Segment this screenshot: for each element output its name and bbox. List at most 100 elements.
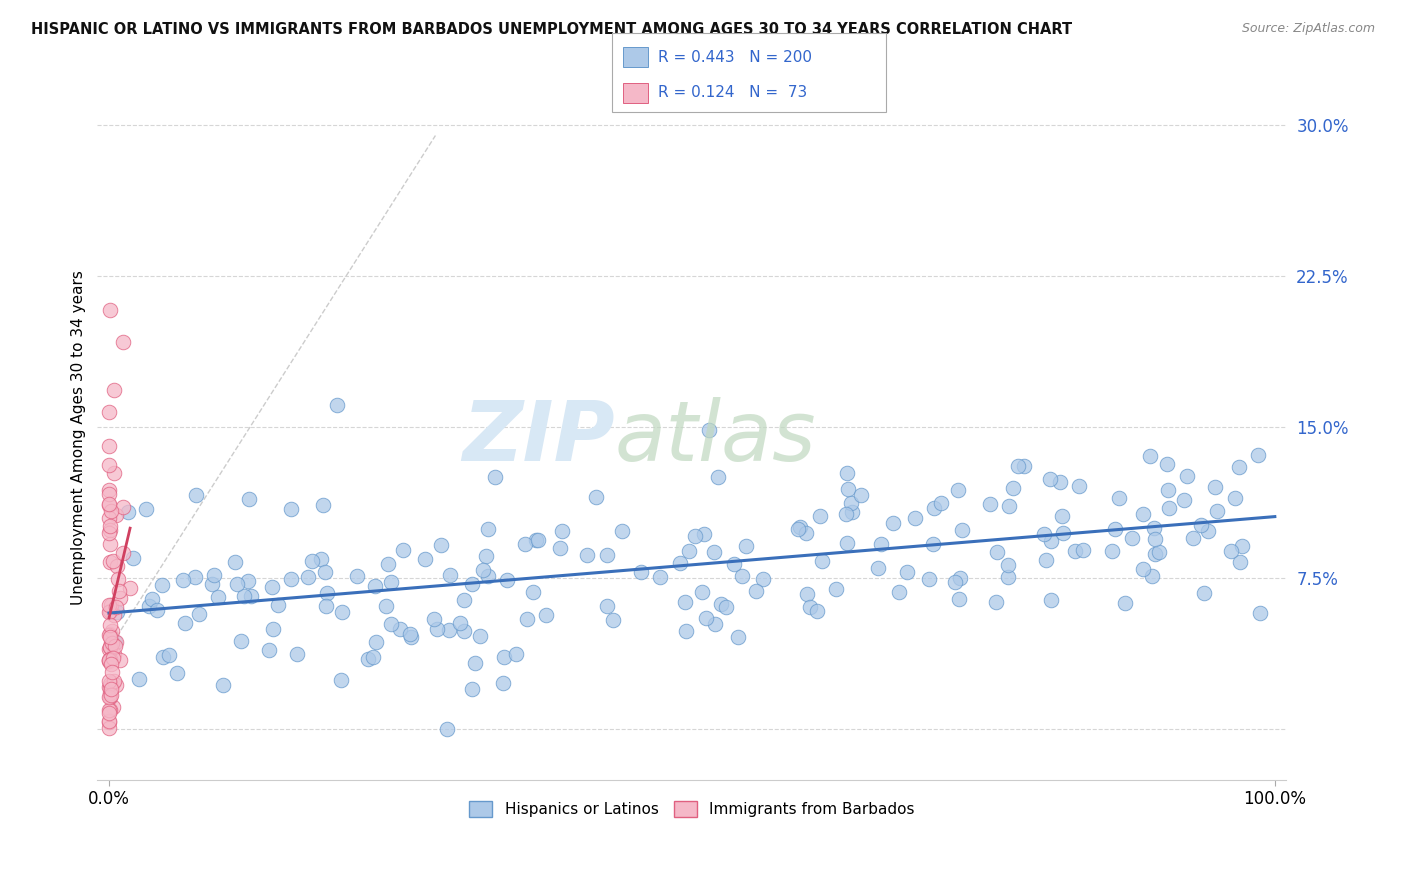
Point [202,568,225,582]
Point [98,537,121,551]
Point [835,536,858,550]
Point [896,565,918,579]
Point [551,524,574,539]
Point [1143,547,1166,561]
Point [735,539,758,553]
Point [98,555,121,569]
Point [1007,458,1029,473]
Point [98,680,121,694]
Point [98,706,121,721]
Point [468,629,491,643]
Point [461,577,484,591]
Point [924,500,946,515]
Point [108,584,131,599]
Point [1220,544,1243,558]
Point [948,572,970,586]
Point [695,610,717,624]
Point [997,570,1019,584]
Point [917,572,939,586]
Point [1040,533,1063,548]
Point [111,500,134,514]
Point [98,627,121,641]
Point [100,688,122,702]
Point [796,587,818,601]
Point [233,589,256,603]
Point [103,466,125,480]
Point [98,714,121,729]
Point [101,624,124,638]
Point [789,520,811,534]
Point [1040,593,1063,607]
Point [98,498,121,512]
Legend: Hispanics or Latinos, Immigrants from Barbados: Hispanics or Latinos, Immigrants from Ba… [464,795,921,823]
Point [1114,596,1136,610]
Point [495,574,517,588]
Point [745,584,768,599]
Point [380,617,402,632]
Point [1147,544,1170,558]
Point [630,565,652,579]
Point [128,673,150,687]
Point [98,458,121,472]
Point [98,686,121,700]
Point [103,608,125,623]
Point [436,723,458,737]
Point [98,654,121,668]
Point [1049,475,1071,489]
Point [477,522,499,536]
Point [1069,479,1091,493]
Point [1143,532,1166,546]
Point [98,653,121,667]
Point [1039,472,1062,486]
Point [312,498,335,512]
Point [315,586,337,600]
Point [101,665,124,680]
Point [326,398,349,412]
Point [364,579,387,593]
Point [472,563,495,577]
Point [453,593,475,607]
Point [98,714,121,728]
Point [98,681,121,695]
Point [157,648,180,662]
Point [346,569,368,583]
Point [375,599,398,613]
Point [100,657,122,671]
Point [100,599,122,613]
Point [104,508,127,523]
Point [104,677,127,691]
Point [98,674,121,689]
Point [1249,606,1271,620]
Point [707,470,730,484]
Point [596,548,619,562]
Point [1247,448,1270,462]
Point [887,584,910,599]
Point [837,482,859,496]
Point [1050,508,1073,523]
Point [453,624,475,638]
Point [704,616,727,631]
Point [430,538,453,552]
Point [105,558,128,573]
Point [1157,483,1180,497]
Point [839,495,862,509]
Point [98,628,121,642]
Point [585,490,607,504]
Text: R = 0.443   N = 200: R = 0.443 N = 200 [658,50,813,64]
Point [101,650,124,665]
Point [576,548,599,562]
Point [1035,553,1057,567]
Point [710,597,733,611]
Point [104,600,127,615]
Point [388,622,411,636]
Point [1052,525,1074,540]
Text: ZIP: ZIP [463,397,614,478]
Point [364,635,387,649]
Point [1101,544,1123,558]
Point [716,599,738,614]
Point [882,516,904,531]
Point [98,677,121,691]
Point [678,543,700,558]
Point [522,585,544,599]
Point [596,599,619,613]
